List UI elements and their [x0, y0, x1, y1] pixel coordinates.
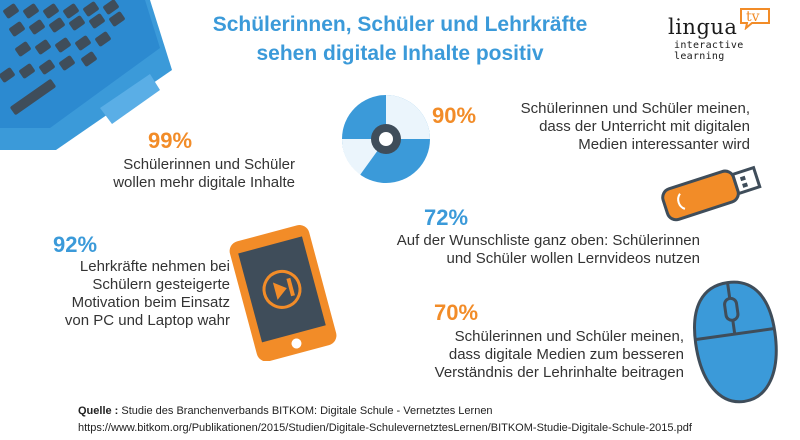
- tablet-play-icon: [229, 225, 337, 361]
- fact-72-percent: 72%: [424, 205, 469, 230]
- source-label: Quelle :: [78, 405, 119, 417]
- fact-92-text: Lehrkräfte nehmen bei Schülern gesteiger…: [64, 258, 230, 329]
- fact-70-text: Schülerinnen und Schüler meinen, dass di…: [434, 328, 684, 381]
- page-title: Schülerinnen, Schüler und Lehrkräfte seh…: [212, 13, 588, 65]
- fact-90-text: Schülerinnen und Schüler meinen, dass de…: [520, 100, 750, 153]
- cd-icon: [341, 95, 430, 183]
- usb-stick-icon: [661, 165, 762, 222]
- fact-99-percent: 99%: [148, 128, 193, 153]
- laptop-icon: [0, 0, 172, 150]
- mouse-icon: [693, 280, 778, 404]
- fact-72-text: Auf der Wunschliste ganz oben: Schülerin…: [396, 232, 700, 267]
- speech-bubble-icon: [740, 8, 770, 30]
- source-citation: Quelle : Studie des Branchenverbands BIT…: [78, 403, 692, 437]
- source-text: Studie des Branchenverbands BITKOM: Digi…: [118, 405, 493, 417]
- source-url: https://www.bitkom.org/Publikationen/201…: [78, 422, 692, 434]
- lingua-tv-logo: lingua tv interactive learning: [668, 8, 788, 62]
- fact-70-percent: 70%: [434, 300, 479, 325]
- fact-90-percent: 90%: [432, 103, 477, 128]
- fact-99-text: Schülerinnen und Schüler wollen mehr dig…: [113, 156, 295, 191]
- fact-92-percent: 92%: [53, 232, 98, 257]
